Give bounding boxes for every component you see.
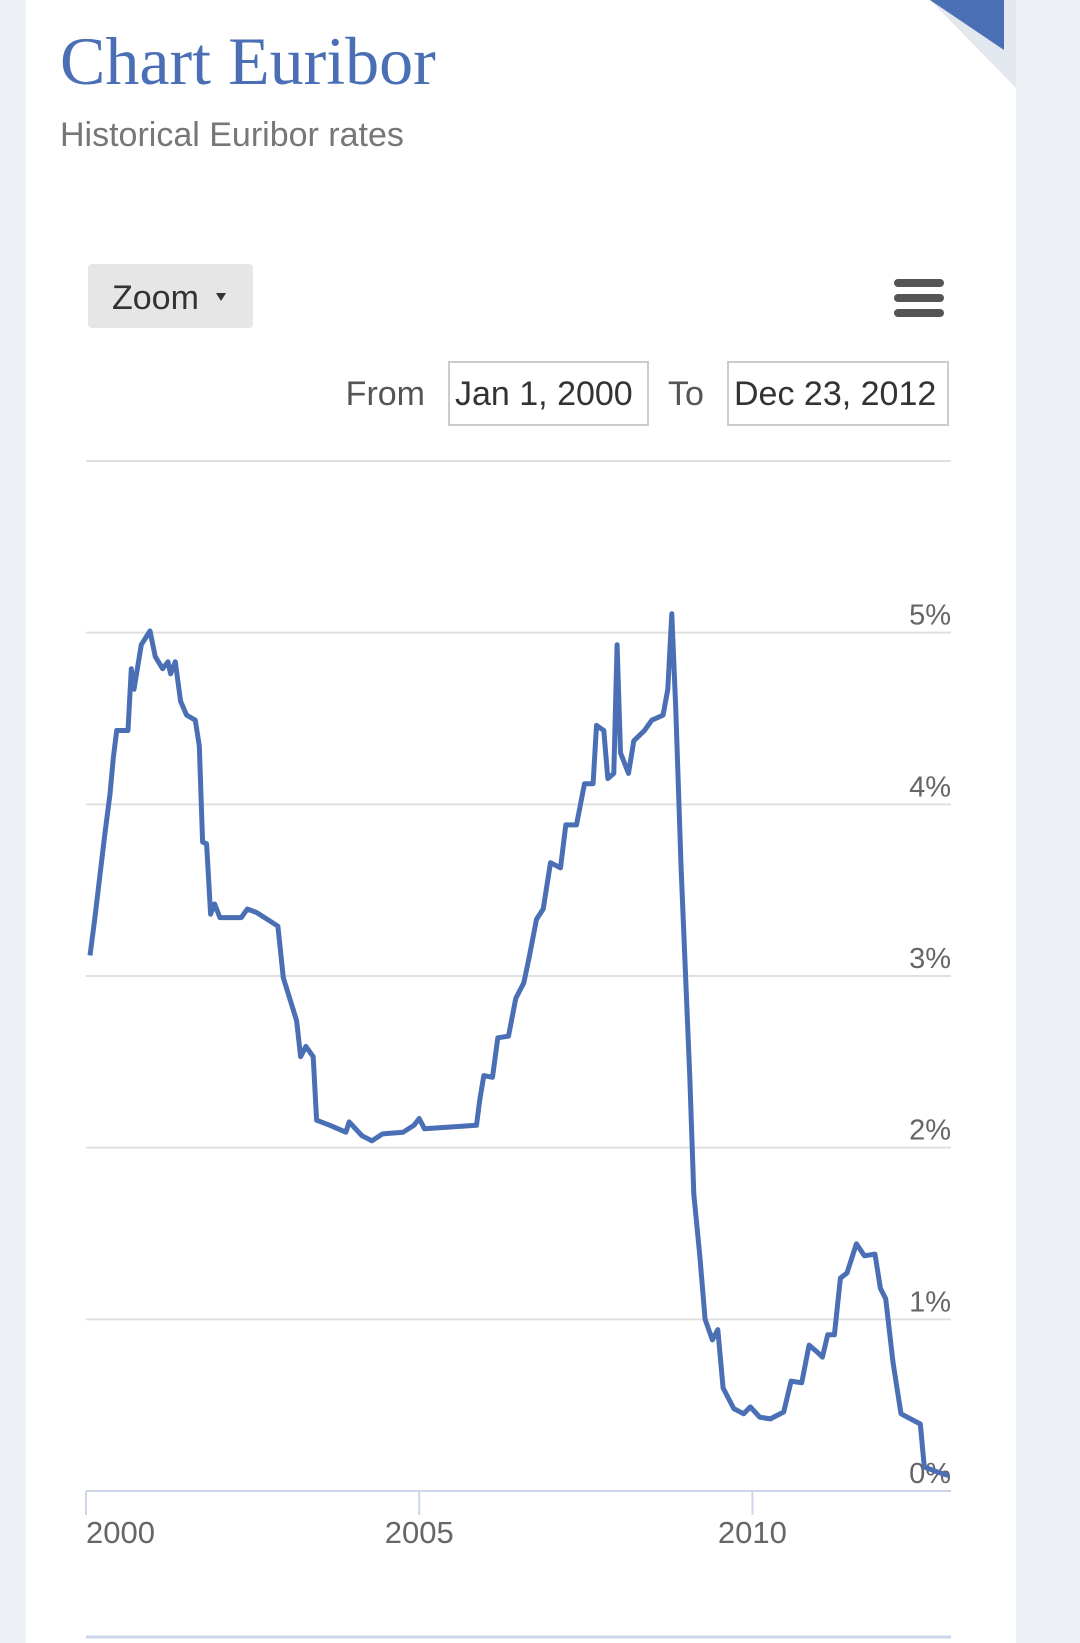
y-tick-label: 5% — [909, 600, 951, 632]
zoom-button-bg[interactable] — [88, 264, 253, 328]
data-line — [87, 611, 950, 1478]
to-label: To — [668, 375, 704, 413]
menu-button[interactable] — [894, 279, 944, 317]
y-tick-label: 1% — [909, 1286, 951, 1318]
zoom-button[interactable]: Zoom — [88, 264, 253, 328]
x-tick-label: 2005 — [385, 1515, 454, 1550]
corner-flag — [930, 0, 1004, 50]
page-title: Chart Euribor — [60, 23, 436, 99]
y-tick-label: 3% — [909, 943, 951, 975]
from-value[interactable]: Jan 1, 2000 — [455, 375, 633, 413]
y-tick-label: 2% — [909, 1115, 951, 1147]
page-subtitle: Historical Euribor rates — [60, 116, 404, 154]
to-input[interactable] — [727, 361, 949, 426]
x-tick-label: 2000 — [86, 1515, 155, 1550]
zoom-label[interactable]: Zoom — [112, 279, 199, 317]
x-tick-label: 2010 — [718, 1515, 787, 1550]
zoom-caret[interactable] — [216, 293, 226, 301]
from-input[interactable] — [448, 361, 649, 426]
y-tick-label: 4% — [909, 771, 951, 803]
to-value[interactable]: Dec 23, 2012 — [734, 375, 936, 413]
from-label: From — [346, 375, 425, 413]
card — [26, 0, 1016, 1643]
